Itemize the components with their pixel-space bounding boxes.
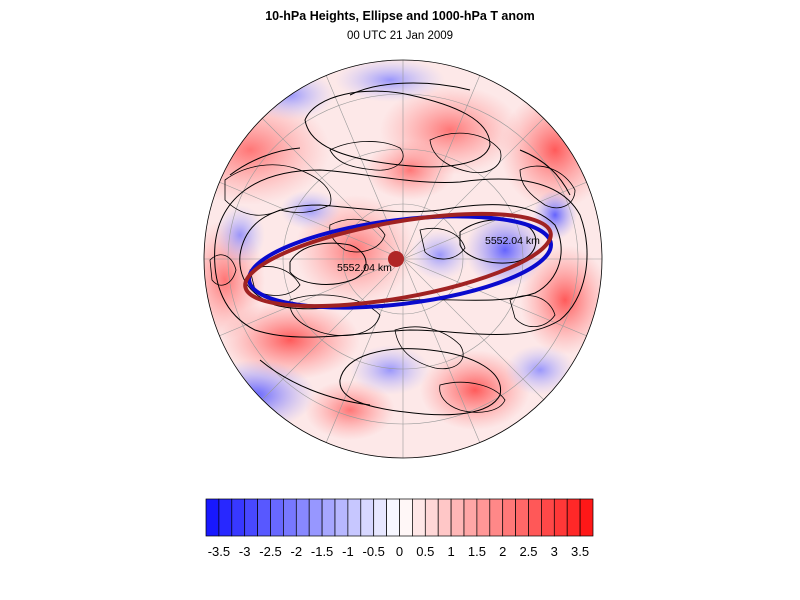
- colorbar-tick-label: -2: [291, 544, 303, 559]
- colorbar-box: [476, 498, 491, 537]
- colorbar-box: [308, 498, 323, 537]
- colorbar-box: [541, 498, 555, 537]
- colorbar-box: [257, 498, 271, 537]
- colorbar-tick-label: -1: [342, 544, 354, 559]
- colorbar-box: [295, 498, 310, 537]
- contour-label-west: 5552.04 km: [337, 262, 392, 274]
- colorbar-box: [244, 498, 258, 537]
- colorbar-box: [347, 498, 362, 537]
- colorbar-box: [205, 498, 220, 537]
- colorbar-box: [412, 498, 426, 537]
- colorbar-box: [450, 498, 465, 537]
- colorbar-box: [399, 498, 413, 537]
- colorbar-box: [489, 498, 504, 537]
- colorbar-tick-label: 2: [499, 544, 506, 559]
- colorbar-box: [579, 498, 594, 537]
- colorbar-tick-label: -0.5: [362, 544, 384, 559]
- colorbar-box: [231, 498, 246, 537]
- colorbar-box: [283, 498, 297, 537]
- colorbar-box: [528, 498, 542, 537]
- colorbar-box: [270, 498, 284, 537]
- colorbar-box: [360, 498, 375, 537]
- height-contours: [214, 82, 588, 416]
- colorbar-tick-label: -3: [239, 544, 251, 559]
- colorbar-boxes: [205, 498, 594, 537]
- colorbar-tick-label: 0.5: [416, 544, 434, 559]
- map-title: 10-hPa Heights, Ellipse and 1000-hPa T a…: [265, 9, 535, 23]
- colorbar-tick-label: 3: [551, 544, 558, 559]
- colorbar-box: [321, 498, 336, 537]
- colorbar-box: [218, 498, 233, 537]
- colorbar-box: [515, 498, 529, 537]
- colorbar-box: [463, 498, 478, 537]
- colorbar-tick-label: -2.5: [259, 544, 281, 559]
- colorbar-tick-label: 3.5: [571, 544, 589, 559]
- colorbar-tick-label: -1.5: [311, 544, 333, 559]
- colorbar-box: [334, 498, 349, 537]
- colorbar-box: [386, 498, 400, 537]
- colorbar-tick-label: 0: [396, 544, 403, 559]
- colorbar-box: [502, 498, 516, 537]
- contour-label-east: 5552.04 km: [485, 235, 540, 247]
- colorbar-tick-label: 1: [447, 544, 454, 559]
- colorbar-box: [566, 498, 581, 537]
- coastlines: [209, 132, 576, 413]
- colorbar-tick-labels: -3.5 -3 -2.5 -2 -1.5 -1 -0.5 0 0.5 1 1.5 2 2.5 3 3.5: [208, 544, 589, 559]
- colorbar-box: [553, 498, 568, 537]
- colorbar-tick-label: -3.5: [208, 544, 230, 559]
- colorbar-box: [437, 498, 452, 537]
- colorbar-box: [424, 498, 439, 537]
- colorbar-tick-label: 1.5: [468, 544, 486, 559]
- colorbar-tick-label: 2.5: [519, 544, 537, 559]
- temperature-anomaly-field: [204, 60, 602, 458]
- globe-outline: [203, 59, 603, 459]
- colorbar-box: [373, 498, 387, 537]
- red-fitted-ellipse: [243, 211, 553, 309]
- map-subtitle: 00 UTC 21 Jan 2009: [346, 30, 454, 42]
- vortex-center-dot: [388, 251, 404, 267]
